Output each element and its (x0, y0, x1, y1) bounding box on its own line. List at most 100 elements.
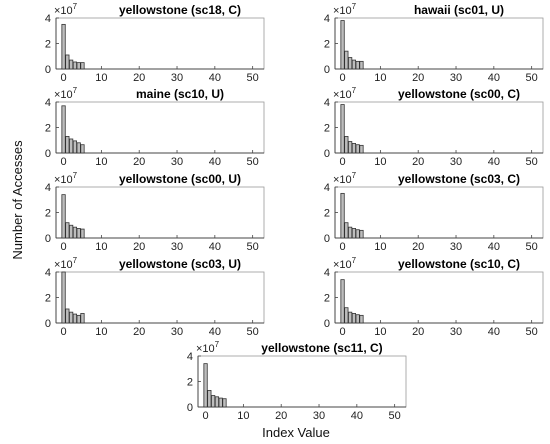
bar (344, 50, 349, 70)
x-tick-label: 10 (374, 72, 386, 84)
bar (65, 136, 70, 154)
x-tick-label: 20 (133, 326, 145, 338)
bar (348, 57, 353, 70)
bar (76, 62, 81, 70)
bar (214, 396, 220, 408)
bar (359, 229, 364, 239)
y-tick-label: 0 (45, 148, 51, 160)
plot-frame (55, 101, 265, 154)
subplot: yellowstone (sc00, C) 0 10 20 30 40 50 0 2 4×107 (324, 86, 544, 168)
bar (340, 20, 345, 70)
bar (69, 138, 74, 154)
y-tick-label: 0 (45, 318, 51, 330)
bar (61, 105, 66, 154)
x-tick-label: 40 (209, 72, 221, 84)
subplot: hawaii (sc01, U) 0 10 20 30 40 50 0 2 4×107 (324, 2, 544, 84)
y-tick-label: 4 (324, 182, 330, 194)
y-tick-label: 2 (45, 208, 51, 220)
x-tick-label: 50 (389, 410, 401, 422)
x-tick-label: 30 (171, 241, 183, 253)
bar (344, 136, 349, 154)
bar (359, 144, 364, 154)
bar (76, 314, 81, 324)
bar (348, 226, 353, 239)
x-tick-label: 40 (351, 410, 363, 422)
y-multiplier-label: ×107 (54, 171, 78, 186)
x-tick-label: 30 (450, 241, 462, 253)
x-tick-label: 10 (374, 241, 386, 253)
bar (72, 226, 78, 239)
x-tick-label: 40 (209, 241, 221, 253)
x-tick-label: 40 (488, 241, 500, 253)
bar (211, 395, 216, 408)
x-tick-label: 50 (526, 241, 538, 253)
bar (203, 363, 208, 408)
x-tick-label: 30 (171, 326, 183, 338)
x-tick-label: 50 (247, 241, 259, 253)
bar (348, 311, 353, 324)
y-multiplier-label: ×107 (333, 256, 357, 271)
x-tick-label: 50 (526, 326, 538, 338)
x-tick-label: 20 (412, 72, 424, 84)
y-tick-label: 2 (324, 293, 330, 305)
x-tick-label: 20 (412, 241, 424, 253)
y-tick-label: 0 (324, 64, 330, 76)
y-multiplier-label: ×107 (54, 256, 78, 271)
subplot-title: yellowstone (sc11, C) (261, 341, 382, 355)
x-tick-label: 20 (275, 410, 287, 422)
bar (65, 54, 70, 70)
y-multiplier-label: ×107 (54, 86, 78, 101)
x-tick-label: 10 (95, 72, 107, 84)
y-tick-label: 0 (324, 148, 330, 160)
x-tick-label: 40 (209, 156, 221, 168)
bar (355, 229, 360, 239)
plot-frame (55, 186, 265, 239)
subplot-title: yellowstone (sc03, C) (398, 172, 520, 186)
y-tick-label: 4 (45, 182, 51, 194)
y-tick-label: 4 (45, 267, 51, 279)
y-tick-label: 0 (324, 233, 330, 245)
x-axis-label: Index Value (262, 425, 330, 440)
bar (351, 143, 357, 154)
y-tick-label: 2 (45, 293, 51, 305)
y-tick-label: 2 (45, 39, 51, 51)
bar (69, 311, 74, 324)
x-tick-label: 30 (450, 326, 462, 338)
subplot: yellowstone (sc03, C) 0 10 20 30 40 50 0 2 4×107 (324, 171, 544, 253)
bar (359, 314, 364, 324)
x-tick-label: 30 (313, 410, 325, 422)
subplot: yellowstone (sc10, C) 0 10 20 30 40 50 0 2 4×107 (324, 256, 544, 338)
bar (344, 222, 349, 239)
y-multiplier-label: ×107 (333, 171, 357, 186)
plot-frame (334, 101, 544, 154)
subplot: yellowstone (sc11, C) 0 10 20 30 40 50 0 2 4×107 (187, 340, 407, 422)
subplot-title: yellowstone (sc10, C) (398, 257, 520, 271)
plot-frame (334, 17, 544, 70)
x-tick-label: 10 (374, 156, 386, 168)
bar (69, 59, 74, 70)
bar (65, 222, 70, 239)
x-tick-label: 50 (247, 72, 259, 84)
subplot: yellowstone (sc00, U) 0 10 20 30 40 50 0 2 4×107 (45, 171, 265, 253)
plot-frame (334, 271, 544, 324)
bar (61, 271, 66, 324)
subplot: yellowstone (sc18, C) 0 10 20 30 40 50 0 2 4×107 (45, 2, 265, 84)
subplot-title: maine (sc10, U) (136, 87, 224, 101)
x-tick-label: 0 (340, 156, 346, 168)
x-tick-label: 20 (133, 156, 145, 168)
x-tick-label: 20 (133, 241, 145, 253)
y-multiplier-label: ×107 (333, 86, 357, 101)
bar (359, 60, 364, 70)
y-tick-label: 2 (324, 123, 330, 135)
subplot: yellowstone (sc03, U) 0 10 20 30 40 50 0 2 4×107 (45, 256, 265, 338)
x-tick-label: 20 (412, 326, 424, 338)
y-tick-label: 0 (45, 233, 51, 245)
y-multiplier-label: ×107 (54, 2, 78, 17)
bar (340, 104, 345, 154)
bar (69, 224, 74, 239)
x-tick-label: 50 (526, 156, 538, 168)
x-tick-label: 0 (203, 410, 209, 422)
x-tick-label: 10 (95, 326, 107, 338)
bar (351, 59, 357, 70)
